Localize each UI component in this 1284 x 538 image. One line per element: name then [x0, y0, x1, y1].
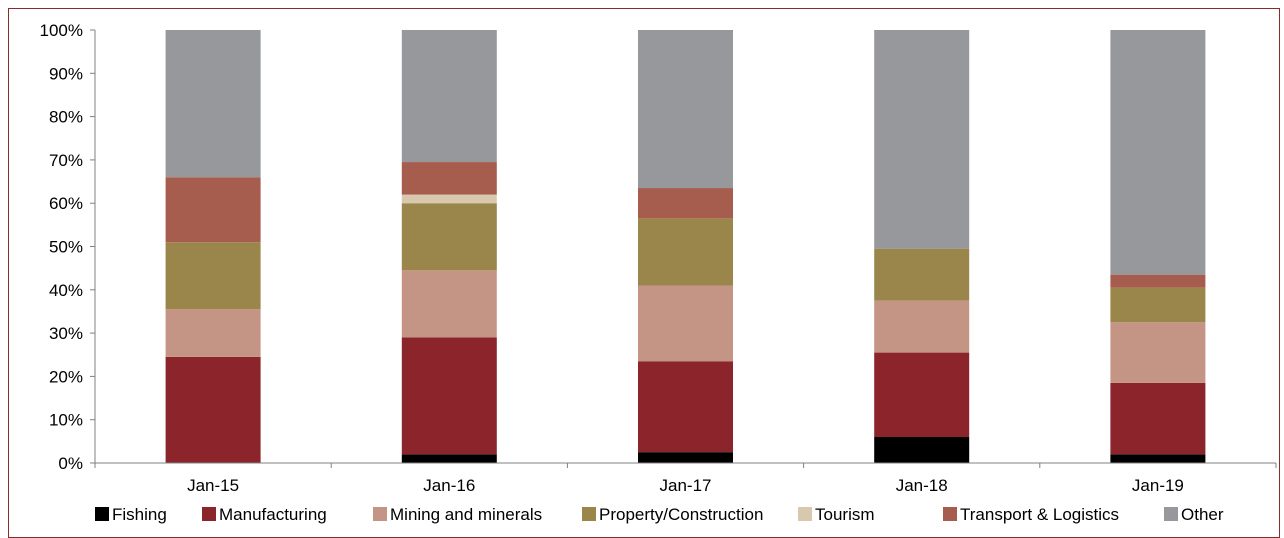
bar-segment-jan-19-1	[1110, 382, 1206, 455]
bar-segment-jan-17-0	[638, 452, 733, 463]
legend-swatch	[1164, 507, 1178, 521]
bar-segment-jan-18-2	[874, 300, 970, 353]
y-tick-label: 0%	[58, 454, 83, 473]
bar-segment-jan-18-3	[874, 248, 970, 301]
legend-swatch	[95, 507, 109, 521]
legend-swatch	[373, 507, 387, 521]
legend-label: Tourism	[815, 505, 875, 524]
bar-segment-jan-17-1	[638, 361, 733, 453]
y-tick-label: 90%	[49, 64, 83, 83]
bar-segment-jan-15-1	[165, 356, 261, 463]
bar-segment-jan-15-5	[165, 177, 261, 243]
legend-swatch	[943, 507, 957, 521]
legend-swatch	[202, 507, 216, 521]
legend-item: Manufacturing	[202, 505, 327, 524]
bar-segment-jan-19-3	[1110, 287, 1206, 323]
legend-item: Property/Construction	[582, 505, 763, 524]
legend-item: Other	[1164, 505, 1224, 524]
bar-segment-jan-15-6	[165, 30, 261, 178]
x-tick-label: Jan-18	[896, 476, 948, 495]
bar-segment-jan-15-3	[165, 242, 261, 310]
legend-item: Mining and minerals	[373, 505, 542, 524]
y-tick-label: 50%	[49, 238, 83, 257]
y-tick-label: 70%	[49, 151, 83, 170]
legend: Fishing Manufacturing Mining and minerals P…	[95, 505, 1224, 524]
x-tick-label: Jan-16	[423, 476, 475, 495]
x-tick-label: Jan-17	[660, 476, 712, 495]
bar-segment-jan-19-6	[1110, 30, 1206, 275]
legend-label: Property/Construction	[599, 505, 763, 524]
bar-segment-jan-16-6	[401, 30, 497, 163]
bar-segment-jan-16-3	[401, 203, 497, 271]
y-tick-label: 40%	[49, 281, 83, 300]
bar-segment-jan-17-3	[638, 218, 733, 286]
bars-layer	[165, 30, 1206, 463]
bar-segment-jan-19-2	[1110, 322, 1206, 383]
bar-segment-jan-15-2	[165, 309, 261, 357]
x-tick-label: Jan-15	[187, 476, 239, 495]
y-tick-label: 80%	[49, 108, 83, 127]
bar-segment-jan-19-0	[1110, 454, 1206, 463]
bar-segment-jan-16-0	[401, 454, 497, 463]
legend-label: Manufacturing	[219, 505, 327, 524]
bar-segment-jan-16-1	[401, 337, 497, 455]
bar-segment-jan-16-4	[401, 194, 497, 204]
y-tick-label: 30%	[49, 324, 83, 343]
y-tick-label: 20%	[49, 367, 83, 386]
legend-swatch	[798, 507, 812, 521]
bar-segment-jan-18-0	[874, 437, 970, 463]
y-tick-label: 10%	[49, 411, 83, 430]
bar-segment-jan-16-2	[401, 270, 497, 338]
legend-item: Transport & Logistics	[943, 505, 1119, 524]
axes-layer: 0% 10% 20% 30% 40% 50% 60% 70% 80% 90% 100% Jan-15 J…	[40, 21, 1277, 495]
bar-segment-jan-18-1	[874, 352, 970, 438]
x-tick-label: Jan-19	[1132, 476, 1184, 495]
bar-segment-jan-17-5	[638, 188, 733, 219]
bar-segment-jan-17-2	[638, 285, 733, 362]
legend-label: Other	[1181, 505, 1224, 524]
bar-segment-jan-17-6	[638, 30, 733, 189]
legend-item: Tourism	[798, 505, 875, 524]
bar-segment-jan-16-5	[401, 162, 497, 195]
legend-swatch	[582, 507, 596, 521]
y-tick-label: 60%	[49, 194, 83, 213]
y-tick-label: 100%	[40, 21, 83, 40]
legend-item: Fishing	[95, 505, 167, 524]
bar-segment-jan-18-6	[874, 30, 970, 249]
legend-label: Fishing	[112, 505, 167, 524]
bar-segment-jan-19-5	[1110, 274, 1206, 288]
legend-label: Transport & Logistics	[960, 505, 1119, 524]
legend-label: Mining and minerals	[390, 505, 542, 524]
